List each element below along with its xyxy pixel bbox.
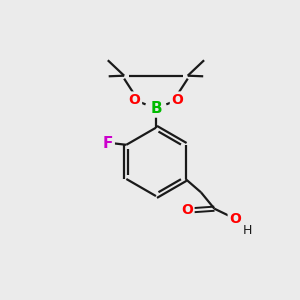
Text: O: O [129, 93, 140, 107]
Text: O: O [181, 203, 193, 217]
Text: F: F [103, 136, 113, 151]
Text: H: H [243, 224, 252, 237]
Text: O: O [229, 212, 241, 226]
Text: O: O [171, 93, 183, 107]
Text: B: B [150, 101, 162, 116]
